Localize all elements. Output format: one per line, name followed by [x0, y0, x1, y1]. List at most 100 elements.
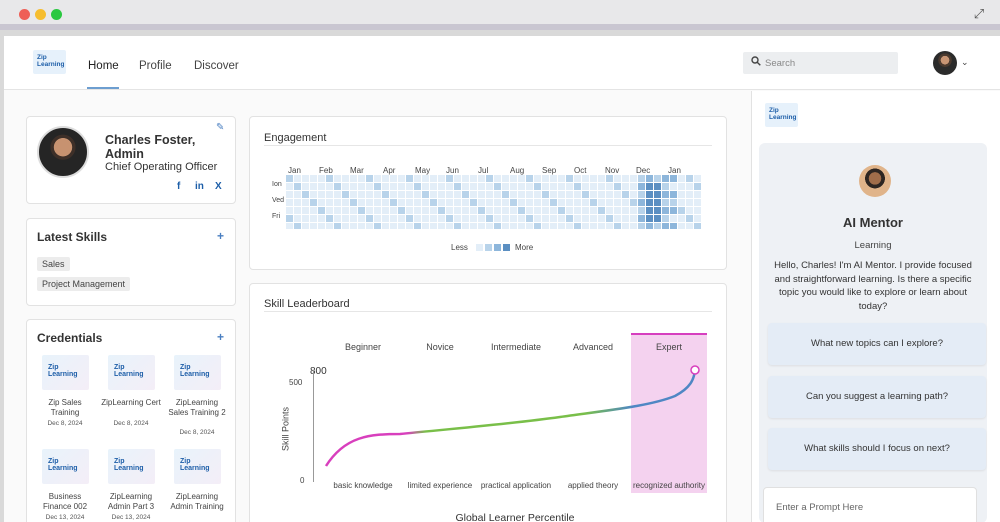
- heatmap-cell: [502, 207, 509, 214]
- fullscreen-icon[interactable]: ⤢: [973, 6, 985, 21]
- search-box[interactable]: [743, 52, 898, 74]
- heatmap-cell: [654, 191, 661, 198]
- heatmap-cell: [606, 175, 613, 182]
- credential-date: Dec 8, 2024: [113, 420, 149, 427]
- heatmap-cell: [614, 223, 621, 229]
- heatmap-cell: [574, 183, 581, 190]
- heatmap-cell: [510, 207, 517, 214]
- suggestion-button[interactable]: What skills should I focus on next?: [768, 428, 986, 470]
- heatmap-cell: [462, 207, 469, 214]
- edit-pencil-icon[interactable]: ✎: [216, 122, 225, 133]
- day-label: Fri: [272, 213, 281, 220]
- heatmap-cell: [662, 175, 669, 182]
- heatmap-cell: [606, 207, 613, 214]
- heatmap-cell: [334, 199, 341, 206]
- heatmap-cell: [566, 183, 573, 190]
- heatmap-cell: [478, 199, 485, 206]
- credential-name: ZipLearning Cert: [101, 398, 161, 407]
- credential-badge[interactable]: Zip Learning: [174, 449, 221, 484]
- nav-home[interactable]: Home: [88, 60, 119, 72]
- facebook-icon[interactable]: f: [177, 181, 181, 192]
- prompt-input[interactable]: [776, 499, 966, 515]
- heatmap-cell: [430, 215, 437, 222]
- prompt-box[interactable]: [763, 487, 977, 522]
- close-window-button[interactable]: [19, 9, 30, 20]
- mentor-avatar: [859, 165, 891, 197]
- month-label: Jun: [446, 166, 459, 175]
- nav-discover[interactable]: Discover: [194, 60, 239, 72]
- heatmap-cell: [542, 183, 549, 190]
- heatmap-cell: [694, 223, 701, 229]
- skill-tag[interactable]: Sales: [37, 257, 70, 271]
- mentor-subtitle: Learning: [854, 240, 892, 251]
- heatmap-cell: [638, 175, 645, 182]
- credential-name: Zip Sales Training: [48, 398, 82, 417]
- heatmap-cell: [670, 191, 677, 198]
- heatmap-cell: [302, 183, 309, 190]
- heatmap-cell: [446, 199, 453, 206]
- add-credential-button[interactable]: +: [217, 330, 225, 344]
- heatmap-cell: [350, 215, 357, 222]
- heatmap-cell: [350, 207, 357, 214]
- heatmap-cell: [334, 223, 341, 229]
- legend-swatch: [476, 244, 483, 251]
- day-label: Ion: [272, 181, 282, 188]
- linkedin-icon[interactable]: in: [195, 181, 204, 192]
- credential-badge[interactable]: Zip Learning: [108, 449, 155, 484]
- search-input[interactable]: [765, 55, 890, 71]
- credential-badge[interactable]: Zip Learning: [108, 355, 155, 390]
- heatmap-cell: [478, 175, 485, 182]
- x-twitter-icon[interactable]: X: [215, 181, 222, 192]
- user-avatar[interactable]: [933, 51, 957, 75]
- nav-profile[interactable]: Profile: [139, 60, 172, 72]
- heatmap-cell: [398, 175, 405, 182]
- heatmap-cell: [662, 207, 669, 214]
- credential-badge[interactable]: Zip Learning: [42, 449, 89, 484]
- heatmap-cell: [566, 207, 573, 214]
- y-tick: 0: [300, 476, 305, 485]
- nav-active-indicator: [87, 87, 119, 89]
- heatmap-cell: [686, 223, 693, 229]
- heatmap-cell: [558, 191, 565, 198]
- heatmap-cell: [686, 215, 693, 222]
- heatmap-cell: [462, 175, 469, 182]
- credential-badge[interactable]: Zip Learning: [174, 355, 221, 390]
- level-label: Expert: [655, 342, 682, 352]
- chevron-down-icon[interactable]: ⌄: [961, 57, 969, 67]
- skill-curve-line: [324, 369, 697, 467]
- heatmap-cell: [526, 191, 533, 198]
- heatmap-cell: [398, 223, 405, 229]
- heatmap-cell: [414, 191, 421, 198]
- heatmap-cell: [374, 215, 381, 222]
- month-label: Apr: [383, 166, 396, 175]
- x-label: limited experience: [407, 481, 473, 490]
- ziplearning-logo[interactable]: Zip Learning: [33, 50, 66, 74]
- add-skill-button[interactable]: +: [217, 229, 225, 243]
- heatmap-cell: [630, 207, 637, 214]
- divider: [264, 311, 712, 312]
- heatmap-cell: [550, 191, 557, 198]
- heatmap-cell: [526, 175, 533, 182]
- heatmap-cell: [638, 207, 645, 214]
- credential-name: ZipLearning Admin Part 3: [107, 492, 155, 511]
- heatmap-cell: [646, 215, 653, 222]
- heatmap-cell: [350, 223, 357, 229]
- minimize-window-button[interactable]: [35, 9, 46, 20]
- heatmap-cell: [470, 207, 477, 214]
- heatmap-cell: [598, 183, 605, 190]
- heatmap-cell: [654, 207, 661, 214]
- suggestion-button[interactable]: Can you suggest a learning path?: [768, 376, 986, 418]
- maximize-window-button[interactable]: [51, 9, 62, 20]
- heatmap-cell: [486, 199, 493, 206]
- heatmap-cell: [526, 207, 533, 214]
- heatmap-cell: [342, 223, 349, 229]
- heatmap-cell: [342, 199, 349, 206]
- suggestion-button[interactable]: What new topics can I explore?: [768, 323, 986, 365]
- skill-tag[interactable]: Project Management: [37, 277, 131, 291]
- heatmap-cell: [374, 223, 381, 229]
- heatmap-cell: [494, 207, 501, 214]
- heatmap-cell: [454, 175, 461, 182]
- heatmap-cell: [390, 207, 397, 214]
- credential-badge[interactable]: Zip Learning: [42, 355, 89, 390]
- heatmap-cell: [518, 215, 525, 222]
